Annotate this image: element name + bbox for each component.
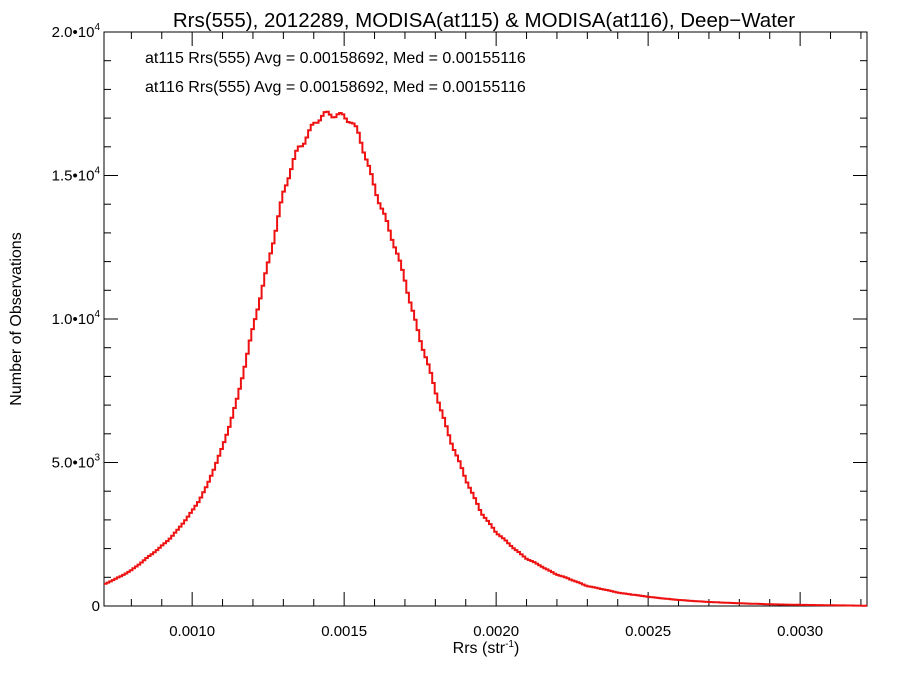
x-tick-label: 0.0015 [321, 623, 367, 640]
x-axis-label-end: ) [514, 640, 519, 657]
y-tick-label: 1.5•104 [52, 166, 101, 185]
x-tick-label: 0.0010 [169, 623, 215, 640]
x-tick-label: 0.0020 [473, 623, 519, 640]
chart-title: Rrs(555), 2012289, MODISA(at115) & MODIS… [173, 9, 795, 32]
x-tick-labels: 0.0010 0.0015 0.0020 0.0025 0.0030 [169, 623, 823, 640]
annotation-at116: at116 Rrs(555) Avg = 0.00158692, Med = 0… [145, 79, 526, 96]
y-tick-label: 1.0•104 [52, 309, 101, 328]
y-axis-label: Number of Observations [8, 232, 25, 405]
x-tick-label: 0.0025 [625, 623, 671, 640]
y-tick-label: 0 [92, 598, 100, 615]
x-tick-label: 0.0030 [777, 623, 823, 640]
x-axis-label-sup: -1 [505, 639, 514, 650]
y-tick-label: 5.0•103 [52, 453, 101, 472]
x-axis-label: Rrs (str-1) [453, 639, 520, 657]
y-tick-label: 2.0•104 [52, 22, 101, 41]
axis-ticks [104, 31, 867, 607]
series-line-at116 [104, 110, 867, 607]
y-tick-labels: 0 5.0•103 1.0•104 1.5•104 2.0•104 [52, 22, 101, 615]
x-axis-label-base: Rrs (str [453, 640, 506, 657]
annotation-at115: at115 Rrs(555) Avg = 0.00158692, Med = 0… [145, 50, 526, 67]
